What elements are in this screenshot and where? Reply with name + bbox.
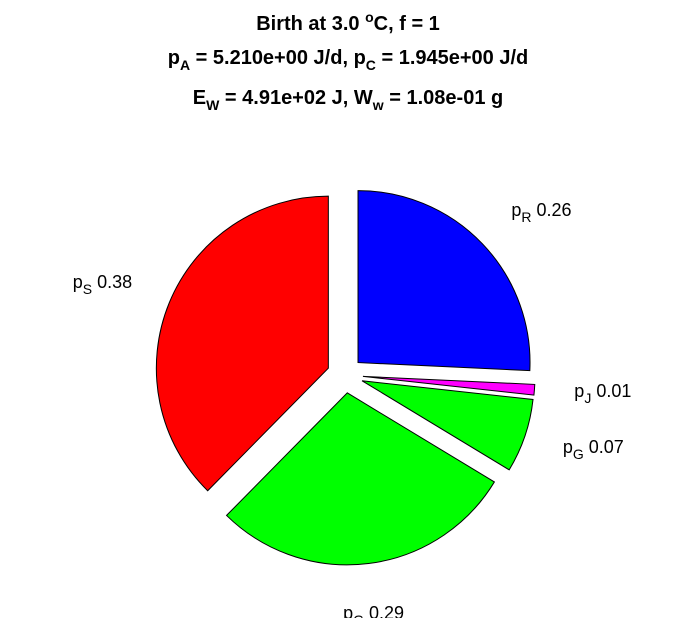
title-line-1: Birth at 3.0 oC, f = 1 — [256, 9, 440, 35]
title-line-3: EW = 4.91e+02 J, Ww = 1.08e-01 g — [193, 87, 503, 113]
title-line-2: pA = 5.210e+00 J/d, pC = 1.945e+00 J/d — [168, 47, 529, 73]
pie-slice-label-3: pG 0.29 — [343, 603, 404, 618]
pie-slice-label-2: pG 0.07 — [563, 437, 624, 462]
pie-slice-3 — [225, 392, 496, 566]
pie-slice-2 — [361, 380, 534, 471]
chart-title: Birth at 3.0 oC, f = 1 pA = 5.210e+00 J/… — [168, 9, 529, 113]
pie-labels: pR 0.26 pJ 0.01 pG 0.07 pG 0.29 pS 0.38 — [73, 200, 632, 618]
pie-slice-label-0: pR 0.26 — [511, 200, 571, 225]
pie-slice-label-1: pJ 0.01 — [574, 381, 631, 406]
pie-slices — [155, 190, 536, 566]
pie-slice-0 — [357, 190, 531, 372]
pie-slice-label-4: pS 0.38 — [73, 272, 132, 297]
pie-slice-1 — [362, 375, 536, 396]
pie-slice-4 — [155, 195, 329, 492]
